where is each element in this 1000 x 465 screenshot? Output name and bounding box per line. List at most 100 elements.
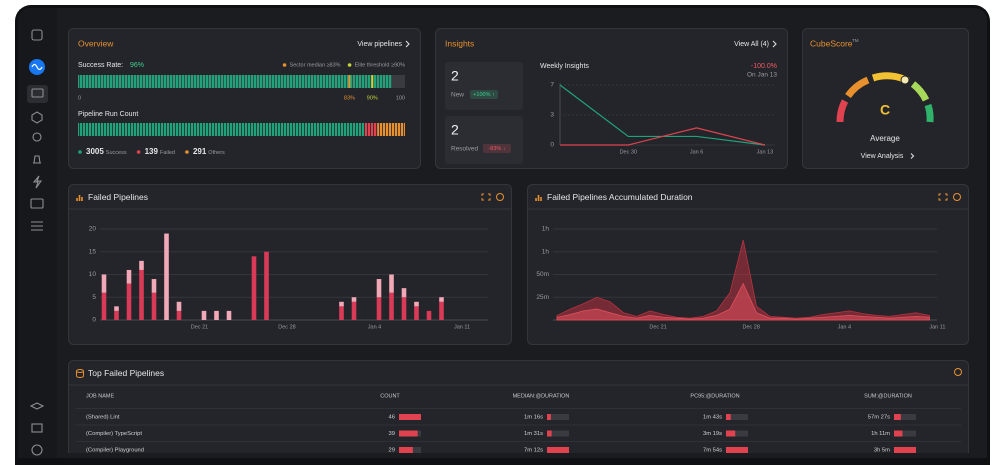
success-bar xyxy=(78,75,392,88)
cell-value: 46 xyxy=(389,415,395,421)
legend-dot xyxy=(347,63,352,67)
nav-docs[interactable] xyxy=(31,423,43,433)
cell-bar xyxy=(894,430,903,437)
job-name: (Shared) Lint xyxy=(86,415,120,421)
threshold-mark xyxy=(348,75,351,88)
count-dot xyxy=(136,150,141,154)
y-tick-label: 25m xyxy=(536,294,549,301)
duration-card: Failed Pipelines Accumulated Duration 25… xyxy=(527,184,969,345)
nav-tests[interactable] xyxy=(33,155,41,164)
bar xyxy=(339,301,344,307)
cell-value: 1h 11m xyxy=(871,431,890,437)
bar xyxy=(151,292,157,320)
trademark: TM xyxy=(852,38,859,43)
cell-value: 7m 12s xyxy=(524,448,543,453)
grade: C xyxy=(880,102,890,118)
expand-icon[interactable] xyxy=(938,193,948,201)
job-name: (Compiler) Playground xyxy=(86,448,144,453)
y-tick-label: 15 xyxy=(89,248,97,255)
cell-value: 7m 54s xyxy=(703,448,722,453)
count-name: Others xyxy=(208,150,225,156)
duration-area xyxy=(556,282,930,321)
legend-dot xyxy=(282,63,287,67)
bar xyxy=(101,274,107,293)
cell-bar-track xyxy=(547,414,569,420)
x-tick-label: Dec 21 xyxy=(191,324,208,330)
column-header: MEDIAN:@DURATION xyxy=(513,393,570,399)
y-tick-label: 1h xyxy=(542,226,550,233)
cell-bar-track xyxy=(894,414,916,420)
count-segment xyxy=(78,123,365,136)
table-title: Top Failed Pipelines xyxy=(88,368,164,378)
bar xyxy=(264,251,269,320)
cell-value: 1m 31s xyxy=(524,431,543,437)
nav-globe[interactable] xyxy=(31,444,43,456)
y-tick-label: 20 xyxy=(89,226,97,233)
bar xyxy=(401,297,407,320)
bar xyxy=(376,297,382,320)
chart-title: Failed Pipelines Accumulated Duration xyxy=(547,192,693,202)
view-analysis-link[interactable]: View Analysis xyxy=(861,153,904,160)
cubescore-card: CubeScore TM C Average View Analysis xyxy=(802,28,969,169)
count-dot xyxy=(78,150,82,154)
org-logo xyxy=(31,63,43,71)
nav-dashboard[interactable] xyxy=(31,88,44,98)
x-tick-label: Jan 4 xyxy=(838,324,851,330)
chart-icon xyxy=(535,195,542,201)
nav-settings[interactable] xyxy=(31,221,43,231)
bar xyxy=(439,297,444,302)
nav-performance[interactable] xyxy=(32,175,43,189)
cell-bar xyxy=(547,447,569,453)
cell-value: 1m 16s xyxy=(524,415,543,421)
sidebar xyxy=(18,8,57,458)
bar xyxy=(351,297,357,302)
chart-title: Weekly Insights xyxy=(540,63,589,70)
bar xyxy=(114,310,119,320)
nav-active[interactable] xyxy=(27,85,48,103)
expand-icon[interactable] xyxy=(481,193,491,201)
help-icon[interactable] xyxy=(496,193,504,201)
x-tick-label: Dec 21 xyxy=(649,324,666,330)
bar xyxy=(376,279,382,298)
failed-pipelines-card: Failed Pipelines 0 5 10 15 20 Dec 21 Dec 28 Jan… xyxy=(68,184,512,345)
view-all-link[interactable]: View All (4) xyxy=(734,41,769,48)
card-bg xyxy=(802,28,969,169)
gauge-orange xyxy=(845,76,870,99)
cell-value: 39 xyxy=(389,431,395,437)
help-icon[interactable] xyxy=(954,368,962,376)
bar xyxy=(251,256,257,320)
bar xyxy=(201,310,207,320)
cell-bar xyxy=(399,414,421,420)
stat-pill xyxy=(483,144,511,153)
card-bg xyxy=(435,28,788,169)
x-tick-label: 83% xyxy=(344,95,355,101)
bar xyxy=(101,292,107,320)
bar xyxy=(151,279,157,293)
bar xyxy=(401,288,407,298)
chart-icon xyxy=(76,195,83,201)
count-name: Failed xyxy=(160,150,175,156)
nav-monitor[interactable] xyxy=(30,198,44,209)
cell-bar xyxy=(399,430,418,437)
nav-packages[interactable] xyxy=(31,111,43,124)
legend-label: Sector median ≥83% xyxy=(290,62,341,68)
chart-title: Failed Pipelines xyxy=(88,192,148,202)
column-header: COUNT xyxy=(380,393,400,399)
y-tick-label: 1h xyxy=(542,248,550,255)
nav-learn[interactable] xyxy=(29,402,45,410)
threshold-mark xyxy=(371,75,374,88)
stat-box xyxy=(445,116,523,164)
view-pipelines-link[interactable]: View pipelines xyxy=(357,41,402,48)
cell-bar-track xyxy=(726,430,748,437)
x-tick-label: Jan 13 xyxy=(757,149,774,155)
cell-bar xyxy=(547,430,552,437)
count-segment xyxy=(364,123,378,136)
bar xyxy=(226,310,232,320)
nav-insights[interactable] xyxy=(32,132,42,142)
chevron xyxy=(772,40,777,48)
count-dot xyxy=(185,150,189,154)
x-tick-label: 90% xyxy=(367,95,378,101)
y-tick-label: 50m xyxy=(536,271,549,278)
chart-change-note: On Jan 13 xyxy=(747,72,777,79)
help-icon[interactable] xyxy=(953,193,961,201)
